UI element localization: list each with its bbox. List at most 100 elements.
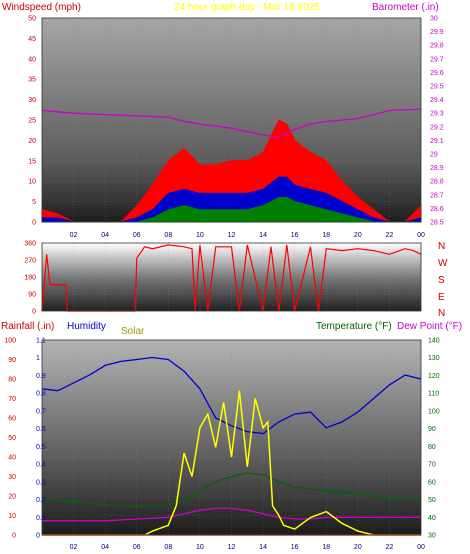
rainfall-tick-label: 80 — [8, 377, 16, 384]
time-tick-label-bottom: 12 — [228, 544, 236, 551]
direction-tick-label: 360 — [24, 241, 36, 248]
time-tick-label-top: 20 — [354, 232, 362, 239]
windspeed-tick-label: 30 — [28, 97, 36, 104]
barometer-tick-label: 28.5 — [430, 220, 444, 227]
time-tick-label-top: 06 — [133, 232, 141, 239]
rainfall-tick-label: 60 — [8, 416, 16, 423]
direction-tick-label: 180 — [24, 275, 36, 282]
time-tick-label-top: 02 — [70, 232, 78, 239]
humidity-tick-label: 0.7 — [36, 408, 46, 415]
time-tick-label-top: 08 — [164, 232, 172, 239]
time-tick-label-bottom: 06 — [133, 544, 141, 551]
humidity-tick-label: 1.1 — [36, 338, 46, 345]
temperature-tick-label: 120 — [428, 373, 440, 380]
barometer-tick-label: 29.7 — [430, 56, 444, 63]
barometer-tick-label: 29 — [430, 152, 438, 159]
windspeed-tick-label: 15 — [28, 158, 36, 165]
humidity-tick-label: 0.3 — [36, 479, 46, 486]
windspeed-tick-label: 45 — [28, 36, 36, 43]
humidity-tick-label: 0 — [36, 533, 40, 540]
time-tick-label-top: 04 — [101, 232, 109, 239]
time-tick-label-top: 14 — [259, 232, 267, 239]
time-tick-label-bottom: 14 — [259, 544, 267, 551]
barometer-tick-label: 29.5 — [430, 84, 444, 91]
compass-label-e: E — [438, 292, 445, 303]
plot-frame — [41, 17, 422, 223]
solar-axis-title: Solar — [121, 326, 145, 337]
time-tick-label-top: 00 — [417, 232, 425, 239]
humidity-tick-label: 0.6 — [36, 426, 46, 433]
humidity-tick-label: 1 — [36, 355, 40, 362]
solar-line — [42, 390, 421, 536]
chart-title: 24 hour graph day : Mar 18 2025 — [174, 2, 320, 13]
direction-tick-label: 0 — [32, 309, 36, 316]
dew-point-f-line — [42, 507, 421, 522]
windspeed-tick-label: 25 — [28, 118, 36, 125]
windspeed-tick-label: 35 — [28, 77, 36, 84]
barometer-tick-label: 30 — [430, 16, 438, 23]
windspeed-tick-label: 50 — [28, 16, 36, 23]
compass-label-n-top: N — [438, 241, 445, 252]
barometer-tick-label: 28.6 — [430, 206, 444, 213]
barometer-tick-label: 29.9 — [430, 29, 444, 36]
temperature-tick-label: 70 — [428, 462, 436, 469]
barometer-axis-title: Barometer (.in) — [372, 2, 439, 13]
barometer-tick-label: 29.1 — [430, 138, 444, 145]
temperature-axis-title: Temperature (°F) — [316, 321, 392, 332]
temperature-tick-label: 90 — [428, 426, 436, 433]
temperature-tick-label: 40 — [428, 515, 436, 522]
humidity-line — [41, 356, 422, 435]
time-tick-label-bottom: 18 — [322, 544, 330, 551]
time-tick-label-top: 16 — [291, 232, 299, 239]
rainfall-tick-label: 70 — [8, 396, 16, 403]
windspeed-tick-label: 10 — [28, 179, 36, 186]
barometer-tick-label: 29.4 — [430, 97, 444, 104]
barometer-tick-label: 28.8 — [430, 179, 444, 186]
barometer-line — [41, 108, 422, 139]
humidity-tick-label: 0.2 — [36, 497, 46, 504]
rainfall-axis-title: Rainfall (.in) — [1, 321, 54, 332]
time-tick-label-bottom: 16 — [291, 544, 299, 551]
humidity-tick-label: 0.4 — [36, 462, 46, 469]
rainfall-tick-label: 40 — [8, 455, 16, 462]
time-tick-label-bottom: 00 — [417, 544, 425, 551]
windspeed-tick-label: 5 — [32, 199, 36, 206]
time-tick-label-top: 22 — [386, 232, 394, 239]
rainfall-tick-label: 0 — [12, 533, 16, 540]
barometer-tick-label: 28.9 — [430, 165, 444, 172]
temperature-tick-label: 110 — [428, 391, 439, 398]
rainfall-tick-label: 90 — [8, 357, 16, 364]
humidity-tick-label: 0.5 — [36, 444, 46, 451]
time-tick-label-top: 10 — [196, 232, 204, 239]
compass-label-n-bottom: N — [438, 308, 445, 319]
humidity-tick-label: 0.9 — [36, 373, 46, 380]
temperature-tick-label: 50 — [428, 497, 436, 504]
time-tick-label-bottom: 22 — [386, 544, 394, 551]
rainfall-tick-label: 50 — [8, 435, 16, 442]
temperature-tick-label: 60 — [428, 479, 436, 486]
temperature-tick-label: 80 — [428, 444, 436, 451]
rainfall-tick-label: 10 — [8, 513, 16, 520]
plot-frame — [41, 339, 422, 536]
rainfall-tick-label: 30 — [8, 474, 16, 481]
plot-frame — [41, 242, 422, 312]
time-tick-label-bottom: 20 — [354, 544, 362, 551]
time-tick-label-top: 12 — [228, 232, 236, 239]
windspeed-axis-title: Windspeed (mph) — [2, 2, 81, 13]
windspeed-tick-label: 20 — [28, 138, 36, 145]
humidity-axis-title: Humidity — [67, 321, 106, 332]
time-tick-label-bottom: 02 — [70, 544, 78, 551]
humidity-tick-label: 0.8 — [36, 391, 46, 398]
direction-tick-label: 270 — [24, 258, 36, 265]
temperature-tick-label: 140 — [428, 338, 440, 345]
barometer-tick-label: 29.3 — [430, 111, 444, 118]
windspeed-tick-label: 40 — [28, 56, 36, 63]
dewpoint-axis-title: Dew Point (°F) — [397, 321, 462, 332]
time-tick-label-top: 18 — [322, 232, 330, 239]
rainfall-tick-label: 20 — [8, 494, 16, 501]
time-tick-label-bottom: 08 — [164, 544, 172, 551]
compass-label-s: S — [438, 275, 445, 286]
direction-tick-label: 90 — [28, 292, 36, 299]
barometer-tick-label: 29.6 — [430, 70, 444, 77]
